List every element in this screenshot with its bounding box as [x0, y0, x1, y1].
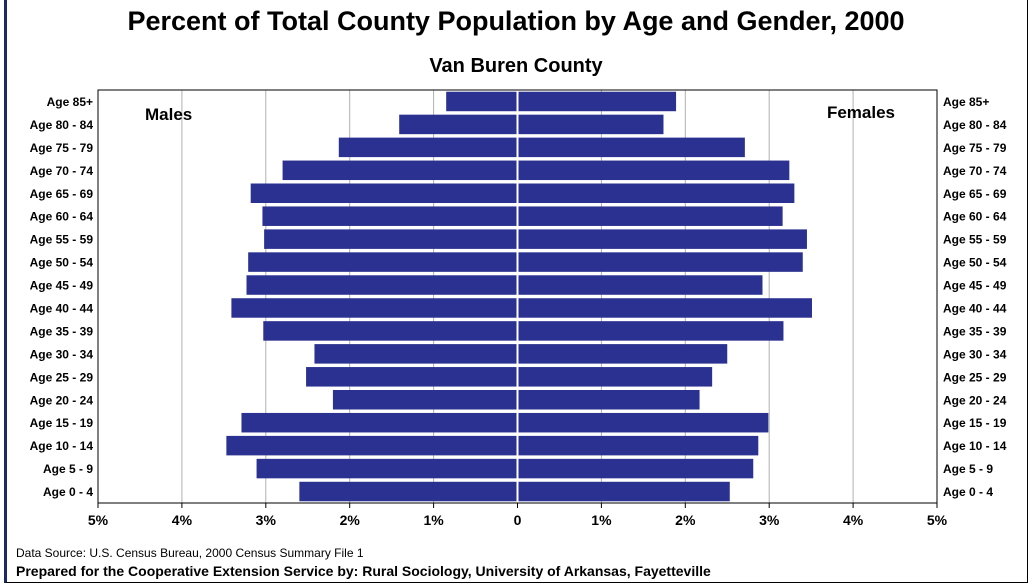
age-label-left: Age 75 - 79	[30, 141, 94, 155]
female-bar	[517, 275, 763, 295]
female-bar	[517, 321, 784, 341]
x-tick-label: 1%	[423, 512, 444, 528]
female-bar	[517, 367, 713, 387]
male-bar	[299, 481, 518, 502]
age-label-left: Age 30 - 34	[30, 347, 94, 361]
age-label-right: Age 0 - 4	[943, 485, 993, 499]
age-label-right: Age 10 - 14	[943, 439, 1007, 453]
plot-area-border	[97, 89, 938, 504]
female-bar	[517, 298, 812, 318]
age-label-left: Age 55 - 59	[30, 233, 94, 247]
age-label-right: Age 85+	[943, 95, 989, 109]
male-bar	[314, 344, 518, 364]
male-bar	[264, 229, 518, 249]
male-bar	[241, 412, 518, 433]
female-bar	[517, 160, 790, 181]
female-bar	[517, 114, 664, 135]
females-series-label: Females	[827, 103, 895, 122]
male-bar	[306, 367, 518, 387]
x-tick-label: 0	[514, 512, 522, 528]
chart-subtitle: Van Buren County	[429, 55, 603, 77]
x-tick-label: 2%	[675, 512, 696, 528]
age-label-left: Age 80 - 84	[30, 118, 94, 132]
age-label-right: Age 55 - 59	[943, 233, 1007, 247]
female-bar	[517, 412, 769, 433]
age-label-right: Age 30 - 34	[943, 347, 1007, 361]
age-label-left: Age 10 - 14	[30, 439, 94, 453]
female-bar	[517, 229, 807, 249]
age-label-right: Age 75 - 79	[943, 141, 1007, 155]
age-label-right: Age 40 - 44	[943, 301, 1007, 315]
age-label-left: Age 15 - 19	[30, 416, 94, 430]
chart-title: Percent of Total County Population by Ag…	[127, 6, 905, 36]
male-bar	[250, 183, 518, 204]
age-label-right: Age 60 - 64	[943, 210, 1007, 224]
age-label-right: Age 15 - 19	[943, 416, 1007, 430]
age-label-left: Age 40 - 44	[30, 301, 94, 315]
age-label-left: Age 65 - 69	[30, 187, 94, 201]
age-label-right: Age 80 - 84	[943, 118, 1007, 132]
age-label-right: Age 25 - 29	[943, 370, 1007, 384]
male-bar	[248, 252, 518, 272]
age-label-right: Age 45 - 49	[943, 279, 1007, 293]
x-tick-label: 5%	[927, 512, 948, 528]
male-bar	[332, 389, 518, 410]
female-bar	[517, 137, 745, 158]
male-bar	[226, 435, 518, 456]
age-label-left: Age 60 - 64	[30, 210, 94, 224]
age-label-left: Age 70 - 74	[30, 164, 94, 178]
labels: 5% 4% 3% 2% 1% 0 1% 2% 3% 4% 5% Age 85+ Age 85+ Age 8…	[30, 95, 1007, 528]
prepared-by-note: Prepared for the Cooperative Extension S…	[16, 563, 711, 579]
male-bar	[262, 206, 518, 226]
female-bar	[517, 481, 730, 502]
x-tick-label: 3%	[759, 512, 780, 528]
age-label-left: Age 45 - 49	[30, 279, 94, 293]
age-label-right: Age 70 - 74	[943, 164, 1007, 178]
male-bar	[256, 458, 518, 479]
age-label-left: Age 50 - 54	[30, 256, 94, 270]
male-bar	[338, 137, 518, 158]
bars	[226, 90, 812, 503]
age-label-left: Age 25 - 29	[30, 370, 94, 384]
male-bar	[246, 275, 518, 295]
x-tick-label: 5%	[88, 512, 109, 528]
male-bar	[231, 298, 518, 318]
male-bar	[446, 91, 518, 112]
female-bar	[517, 435, 759, 456]
male-bar	[399, 114, 518, 135]
age-label-left: Age 0 - 4	[43, 485, 93, 499]
age-label-left: Age 35 - 39	[30, 324, 94, 338]
female-bar	[517, 252, 803, 272]
age-label-right: Age 50 - 54	[943, 256, 1007, 270]
female-bar	[517, 389, 700, 410]
age-label-right: Age 5 - 9	[943, 462, 993, 476]
x-tick-label: 1%	[591, 512, 612, 528]
males-series-label: Males	[145, 105, 192, 124]
x-tick-label: 2%	[340, 512, 361, 528]
age-label-left: Age 20 - 24	[30, 393, 94, 407]
female-bar	[517, 91, 677, 112]
age-label-right: Age 65 - 69	[943, 187, 1007, 201]
female-bar	[517, 458, 754, 479]
female-bar	[517, 344, 728, 364]
male-bar	[282, 160, 518, 181]
x-tick-label: 4%	[172, 512, 193, 528]
male-bar	[263, 321, 518, 341]
data-source-note: Data Source: U.S. Census Bureau, 2000 Ce…	[16, 546, 364, 560]
age-label-right: Age 35 - 39	[943, 324, 1007, 338]
chart-frame	[4, 0, 1028, 583]
x-tick-label: 4%	[843, 512, 864, 528]
age-label-left: Age 85+	[47, 95, 93, 109]
age-label-left: Age 5 - 9	[43, 462, 93, 476]
x-tick-label: 3%	[256, 512, 277, 528]
female-bar	[517, 206, 783, 226]
female-bar	[517, 183, 795, 204]
age-label-right: Age 20 - 24	[943, 393, 1007, 407]
